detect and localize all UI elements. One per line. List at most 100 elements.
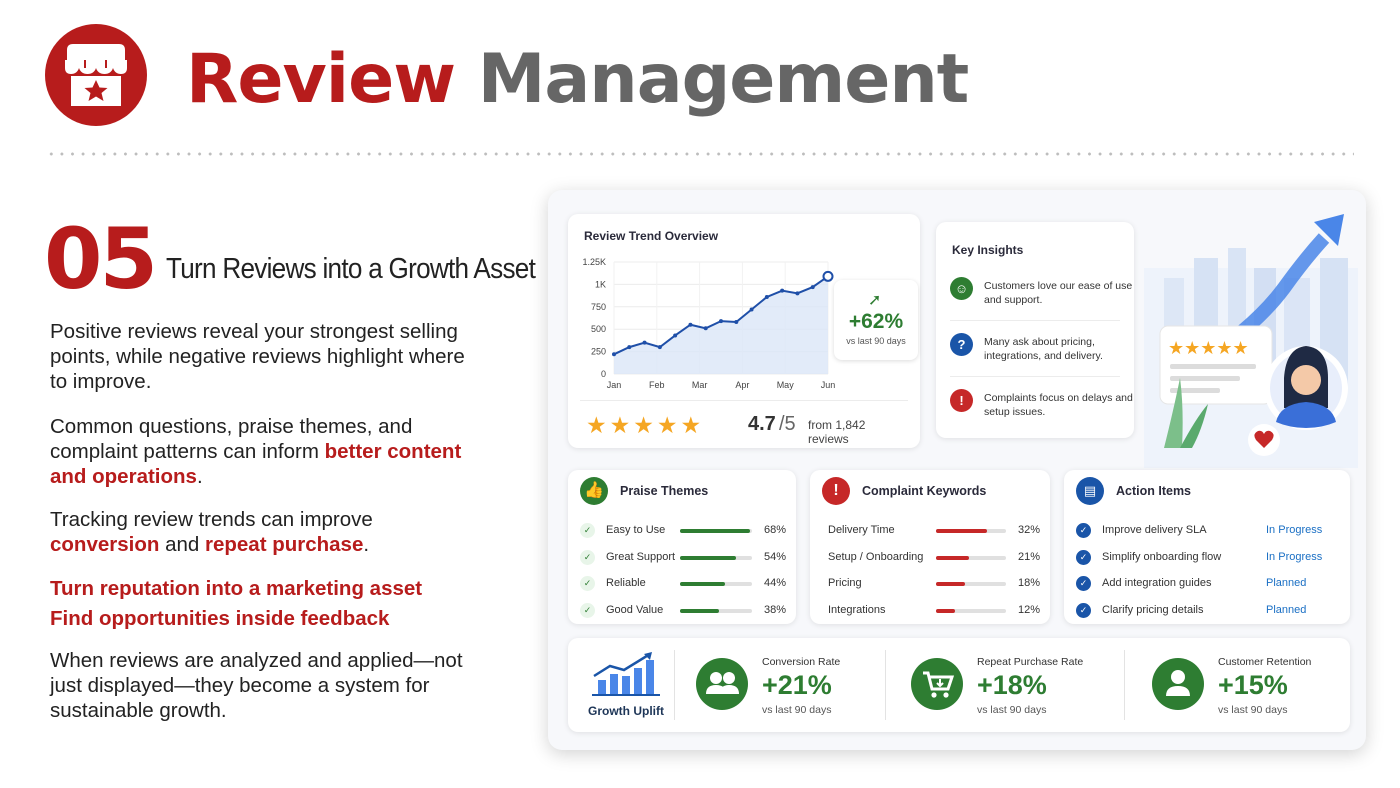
action-label: Simplify onboarding flow bbox=[1102, 550, 1222, 563]
paragraph-system: When reviews are analyzed and applied—no… bbox=[50, 649, 463, 722]
action-row[interactable]: ✓ Improve delivery SLA In Progress bbox=[1076, 522, 1346, 540]
trend-point bbox=[612, 352, 616, 357]
theme-bar-fill bbox=[680, 582, 726, 586]
x-tick-label: Mar bbox=[692, 380, 708, 390]
users-icon bbox=[696, 658, 748, 710]
divider bbox=[580, 400, 908, 401]
p2-highlight: better content and operations bbox=[50, 440, 462, 488]
review-dashboard: Review Trend Overview 0 250 500 750 1K 1.25K J… bbox=[548, 190, 1366, 750]
trend-point bbox=[642, 340, 647, 345]
dotted-divider bbox=[46, 152, 1354, 156]
key-insights-card: Key Insights ☺ Customers love our ease o… bbox=[936, 222, 1134, 438]
x-tick-label: Jan bbox=[607, 380, 622, 390]
insight-text: Complaints focus on delays and setup iss… bbox=[984, 392, 1133, 418]
paragraph-questions-themes: Common questions, praise themes, and com… bbox=[50, 414, 470, 489]
theme-label: Setup / Onboarding bbox=[828, 550, 924, 563]
growth-uplift: Growth Uplift bbox=[580, 652, 672, 722]
rating-denominator: /5 bbox=[779, 413, 796, 435]
theme-bar bbox=[680, 555, 752, 560]
kpi-sub: vs last 90 days bbox=[977, 704, 1047, 716]
action-label: Improve delivery SLA bbox=[1102, 524, 1207, 536]
theme-bar bbox=[936, 555, 1006, 560]
praise-themes-card: 👍 Praise Themes ✓ Easy to Use 68% ✓ Great Su… bbox=[568, 470, 796, 624]
insight-item: ☺ Customers love our ease of use and sup… bbox=[950, 277, 1132, 317]
svg-text:★★★★★: ★★★★★ bbox=[1168, 338, 1249, 359]
trend-point bbox=[734, 320, 739, 325]
y-tick-label: 0 bbox=[601, 369, 606, 379]
rating-row: ★★★★★ 4.7 /5 from 1,842 reviews bbox=[586, 410, 906, 446]
trend-point bbox=[627, 345, 632, 350]
y-tick-label: 250 bbox=[591, 347, 606, 357]
action-row[interactable]: ✓ Clarify pricing details Planned bbox=[1076, 602, 1346, 620]
growth-uplift-label: Growth Uplift bbox=[588, 704, 664, 718]
theme-bar-fill bbox=[680, 608, 720, 613]
insight-text: Many ask about pricing, integrations, an… bbox=[984, 336, 1103, 362]
star-rating-icon: ★★★★★ bbox=[586, 412, 705, 438]
theme-percent: 12% bbox=[1017, 603, 1040, 616]
trend-title: Review Trend Overview bbox=[584, 229, 719, 243]
theme-bar bbox=[680, 529, 752, 533]
trend-chart: 0 250 500 750 1K 1.25K Jan Feb Mar Apr May Jun bbox=[582, 257, 835, 390]
p3-highlight-repeat: repeat purchase bbox=[204, 533, 364, 556]
callout-opportunities: Find opportunities inside feedback bbox=[50, 607, 390, 630]
x-tick-label: May bbox=[777, 380, 795, 390]
theme-row: ✓ Reliable 44% bbox=[580, 575, 790, 593]
theme-bar-fill bbox=[680, 555, 736, 560]
trend-point-last bbox=[822, 270, 834, 282]
p3-mid: and bbox=[159, 533, 205, 556]
question-icon: ? bbox=[950, 333, 973, 356]
trend-uplift-sub: vs last 90 days bbox=[846, 336, 906, 346]
trend-point bbox=[764, 294, 769, 299]
kpi-sub: vs last 90 days bbox=[762, 704, 832, 716]
theme-label: Integrations bbox=[828, 603, 886, 616]
action-row[interactable]: ✓ Simplify onboarding flow In Progress bbox=[1076, 549, 1346, 567]
theme-label: Good Value bbox=[606, 603, 664, 616]
p2-text: Common questions, praise themes, and com… bbox=[50, 415, 413, 463]
divider bbox=[1124, 650, 1125, 720]
divider bbox=[885, 650, 886, 720]
smile-icon: ☺ bbox=[950, 277, 973, 300]
trend-area bbox=[614, 276, 828, 374]
warning-icon: ! bbox=[950, 389, 973, 412]
insight-item: ! Complaints focus on delays and setup i… bbox=[950, 389, 1133, 429]
trend-point bbox=[749, 307, 754, 312]
theme-percent: 54% bbox=[763, 550, 786, 563]
action-status: In Progress bbox=[1266, 524, 1323, 536]
action-items-card: ▤ Action Items ✓ Improve delivery SLA In P… bbox=[1064, 470, 1350, 624]
x-tick-label: Feb bbox=[649, 380, 665, 390]
action-status: In Progress bbox=[1266, 550, 1323, 563]
check-circle-icon: ✓ bbox=[580, 549, 595, 565]
trend-point bbox=[795, 291, 800, 296]
theme-row: Delivery Time 32% bbox=[822, 522, 1046, 540]
review-trend-card: Review Trend Overview 0 250 500 750 1K 1.25K J… bbox=[568, 214, 920, 448]
kpi-value: +18% bbox=[977, 670, 1047, 700]
theme-label: Reliable bbox=[606, 577, 646, 589]
kpi-value: +21% bbox=[762, 670, 832, 700]
kpi-sub: vs last 90 days bbox=[1218, 704, 1288, 716]
check-icon: ✓ bbox=[1076, 549, 1091, 565]
theme-label: Great Support bbox=[606, 550, 676, 563]
trend-point bbox=[657, 345, 662, 350]
insights-title: Key Insights bbox=[952, 243, 1024, 257]
growth-kpis-card: Growth Uplift Conversion Rate +21% vs la… bbox=[568, 638, 1350, 732]
action-row[interactable]: ✓ Add integration guides Planned bbox=[1076, 575, 1346, 593]
theme-percent: 21% bbox=[1017, 550, 1040, 563]
check-icon: ✓ bbox=[1076, 576, 1091, 591]
alert-icon: ! bbox=[822, 477, 850, 505]
p2-end: . bbox=[196, 465, 203, 488]
theme-bar bbox=[936, 608, 1006, 613]
complaint-title: Complaint Keywords bbox=[862, 484, 987, 498]
theme-row: ✓ Good Value 38% bbox=[580, 602, 790, 620]
action-status: Planned bbox=[1266, 577, 1307, 589]
section-number: 05 bbox=[44, 210, 158, 308]
section-heading: Turn Reviews into a Growth Asset bbox=[166, 253, 536, 285]
rating-value: 4.7 bbox=[748, 413, 776, 435]
trend-point bbox=[703, 326, 708, 331]
theme-bar-fill bbox=[936, 555, 970, 560]
trend-uplift-value: +62% bbox=[848, 310, 904, 333]
title-part-review: Review bbox=[186, 40, 456, 119]
paragraph-tracking: Tracking review trends can improve conve… bbox=[50, 507, 470, 557]
divider bbox=[950, 376, 1120, 377]
check-circle-icon: ✓ bbox=[580, 602, 595, 618]
trend-point bbox=[688, 322, 693, 327]
